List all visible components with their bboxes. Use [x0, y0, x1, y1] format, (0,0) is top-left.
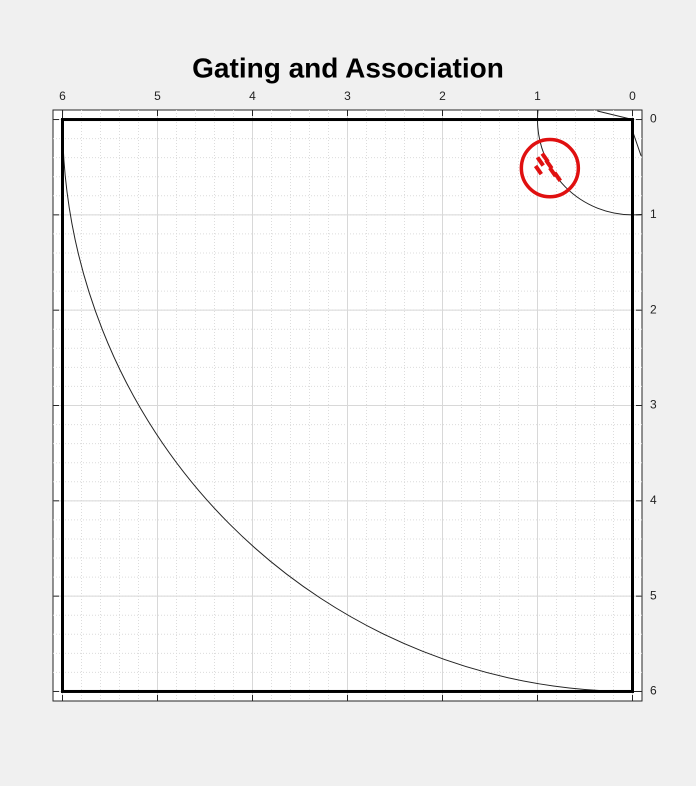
chart-title: Gating and Association	[192, 52, 504, 83]
x-tick-label: 3	[344, 89, 351, 103]
boundary	[61, 118, 634, 693]
x-tick-label: 6	[59, 89, 66, 103]
x-tick-label: 0	[629, 89, 636, 103]
detection	[552, 171, 562, 182]
y-tick-label: 0	[650, 112, 657, 126]
y-tick-label: 5	[650, 588, 657, 602]
y-tick-label: 4	[650, 493, 657, 507]
detection	[533, 164, 543, 176]
y-tick-label: 1	[650, 207, 657, 221]
x-tick-label: 4	[249, 89, 256, 103]
y-tick-label: 2	[650, 302, 657, 316]
gate	[519, 137, 581, 199]
x-tick-label: 5	[154, 89, 161, 103]
y-tick-label: 6	[650, 684, 657, 698]
y-tick-label: 3	[650, 398, 657, 412]
x-tick-label: 1	[534, 89, 541, 103]
x-tick-label: 2	[439, 89, 446, 103]
detection	[535, 156, 545, 167]
plot-area	[61, 110, 642, 693]
